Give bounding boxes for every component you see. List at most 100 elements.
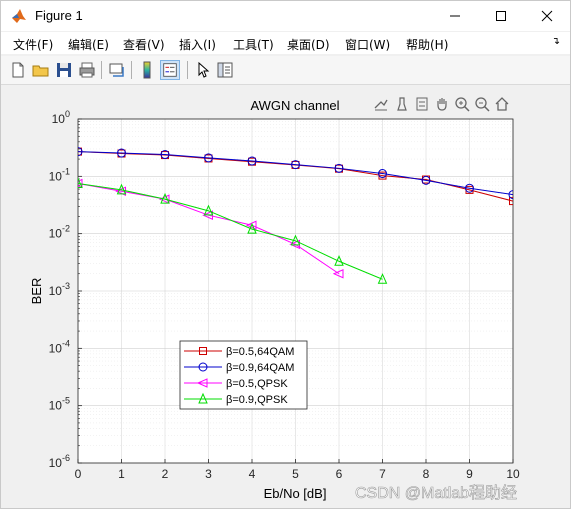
minimize-icon (450, 15, 460, 17)
x-axis-label: Eb/No [dB] (264, 486, 327, 501)
data-point (334, 255, 344, 266)
legend-label: β=0.9,QPSK (226, 394, 288, 406)
home-icon[interactable] (494, 96, 510, 112)
data-point (465, 183, 474, 193)
zoom-out-icon[interactable] (474, 96, 490, 112)
y-tick-label: 10-5 (49, 396, 70, 413)
minimize-button[interactable] (432, 1, 478, 31)
maximize-icon (496, 11, 506, 21)
series-line (78, 183, 383, 280)
y-tick-label: 100 (52, 109, 70, 126)
menu-bar: 文件(F) 编辑(E) 查看(V) 插入(I) 工具(T) 桌面(D) 窗口(W… (1, 32, 570, 54)
data-point (117, 148, 126, 158)
axis-ticks: 0 1 2 3 4 5 6 7 8 9 10 100 10-1 10-2 10-3 10-4 10-5 10-6 (49, 109, 520, 481)
data-point (160, 150, 170, 160)
y-tick-label: 10-3 (49, 281, 70, 298)
x-tick-label: 1 (118, 467, 125, 481)
toolbar-separator (101, 61, 102, 79)
data-point (247, 156, 257, 166)
menu-tools[interactable]: 工具(T) (233, 38, 274, 52)
menu-desktop[interactable]: 桌面(D) (287, 38, 330, 52)
pointer-icon[interactable] (193, 60, 213, 80)
menu-view[interactable]: 查看(V) (123, 38, 165, 52)
open-file-icon[interactable] (31, 60, 51, 80)
data-point (332, 268, 344, 279)
close-icon (541, 10, 553, 22)
legend-swatch-marker (198, 362, 208, 372)
data-point (247, 222, 257, 234)
matlab-icon (12, 9, 26, 23)
y-axis-label: BER (29, 278, 44, 305)
x-tick-label: 6 (336, 467, 343, 481)
series-group (74, 147, 517, 284)
legend-icon[interactable] (160, 60, 180, 80)
x-tick-label: 2 (162, 467, 169, 481)
export-icon[interactable] (373, 96, 389, 112)
menu-window[interactable]: 窗口(W) (345, 38, 391, 52)
close-button[interactable] (524, 1, 570, 31)
legend-label: β=0.5,64QAM (226, 346, 294, 358)
data-point (78, 177, 83, 188)
brush-icon[interactable] (394, 96, 410, 112)
title-bar[interactable]: Figure 1 (1, 1, 570, 31)
window-title: Figure 1 (35, 8, 83, 23)
data-point (509, 197, 513, 206)
toolbar-separator (131, 61, 132, 79)
data-tip-icon[interactable] (414, 96, 430, 112)
legend-swatch-marker (198, 392, 208, 404)
menu-help[interactable]: 帮助(H) (406, 38, 449, 52)
menu-file[interactable]: 文件(F) (13, 38, 54, 52)
figure-toolbar (1, 56, 570, 85)
property-inspector-icon[interactable] (215, 60, 235, 80)
x-tick-label: 5 (292, 467, 299, 481)
legend-swatch-marker (196, 378, 208, 388)
data-point (203, 204, 214, 216)
zoom-in-icon[interactable] (454, 96, 470, 112)
maximize-button[interactable] (478, 1, 524, 31)
x-tick-label: 7 (379, 467, 386, 481)
x-tick-label: 8 (423, 467, 430, 481)
legend-label: β=0.5,QPSK (226, 378, 288, 390)
x-tick-label: 3 (205, 467, 212, 481)
y-tick-label: 10-4 (49, 338, 70, 355)
toolbar-separator (187, 61, 188, 79)
legend-swatch-marker (199, 347, 207, 355)
x-tick-label: 0 (75, 467, 82, 481)
menu-overflow-icon[interactable]: ↴ (551, 36, 560, 47)
data-point (160, 192, 170, 204)
x-tick-label: 10 (506, 467, 520, 481)
series-4[interactable] (74, 177, 388, 284)
data-point (78, 147, 83, 157)
link-plot-icon[interactable] (107, 60, 127, 80)
new-figure-icon[interactable] (8, 60, 28, 80)
data-point (116, 183, 127, 195)
data-point (334, 163, 344, 173)
data-point (421, 175, 431, 185)
data-point (508, 190, 513, 200)
data-point (204, 153, 213, 163)
pan-icon[interactable] (434, 96, 450, 112)
print-icon[interactable] (77, 60, 97, 80)
data-point (377, 273, 388, 284)
chart-title: AWGN channel (250, 98, 339, 113)
y-tick-label: 10-6 (49, 453, 70, 470)
data-point (158, 194, 170, 204)
menu-insert[interactable]: 插入(I) (179, 38, 216, 52)
data-point (378, 169, 387, 179)
legend-label: β=0.9,64QAM (226, 362, 294, 374)
data-point (291, 160, 300, 170)
x-tick-label: 4 (249, 467, 256, 481)
y-tick-label: 10-1 (49, 166, 70, 183)
save-icon[interactable] (54, 60, 74, 80)
menu-edit[interactable]: 编辑(E) (68, 38, 109, 52)
colorbar-icon[interactable] (137, 60, 157, 80)
y-tick-label: 10-2 (49, 224, 70, 241)
x-tick-label: 9 (466, 467, 473, 481)
series-2[interactable] (74, 147, 517, 200)
data-point (290, 234, 301, 246)
series-line (78, 151, 513, 196)
legend[interactable]: β=0.5,64QAM β=0.9,64QAM β=0.5,QPSK β=0.9,QP… (179, 340, 308, 410)
data-point (245, 220, 257, 231)
